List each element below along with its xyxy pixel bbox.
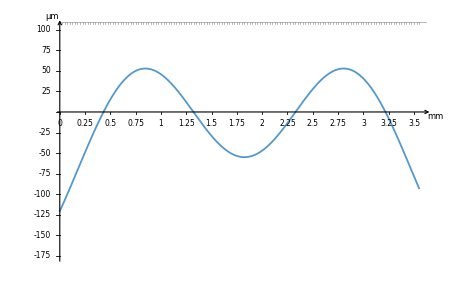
Text: 2.5: 2.5 [306,119,318,128]
Text: 0.25: 0.25 [76,119,93,128]
Text: 0.5: 0.5 [104,119,116,128]
Text: 3: 3 [360,119,365,128]
Text: 3.5: 3.5 [407,119,419,128]
Text: 50: 50 [41,66,51,75]
Text: 0.75: 0.75 [127,119,144,128]
Text: -175: -175 [33,251,51,260]
Text: 0: 0 [57,119,62,128]
Text: μm: μm [46,12,59,21]
Text: 1: 1 [158,119,163,128]
Text: mm: mm [426,112,442,121]
Text: 2.25: 2.25 [278,119,295,128]
Text: -50: -50 [38,148,51,158]
Text: -125: -125 [34,210,51,219]
Text: 25: 25 [41,87,51,96]
Text: 75: 75 [41,46,51,55]
Text: 2: 2 [259,119,264,128]
Text: -150: -150 [33,231,51,240]
Text: 1.75: 1.75 [228,119,245,128]
Text: -25: -25 [38,128,51,137]
Text: 100: 100 [36,25,51,34]
Text: 1.5: 1.5 [205,119,217,128]
Text: 1.25: 1.25 [177,119,194,128]
Text: 2.75: 2.75 [329,119,346,128]
Text: -75: -75 [38,169,51,178]
Text: -100: -100 [33,190,51,199]
Text: 3.25: 3.25 [379,119,396,128]
